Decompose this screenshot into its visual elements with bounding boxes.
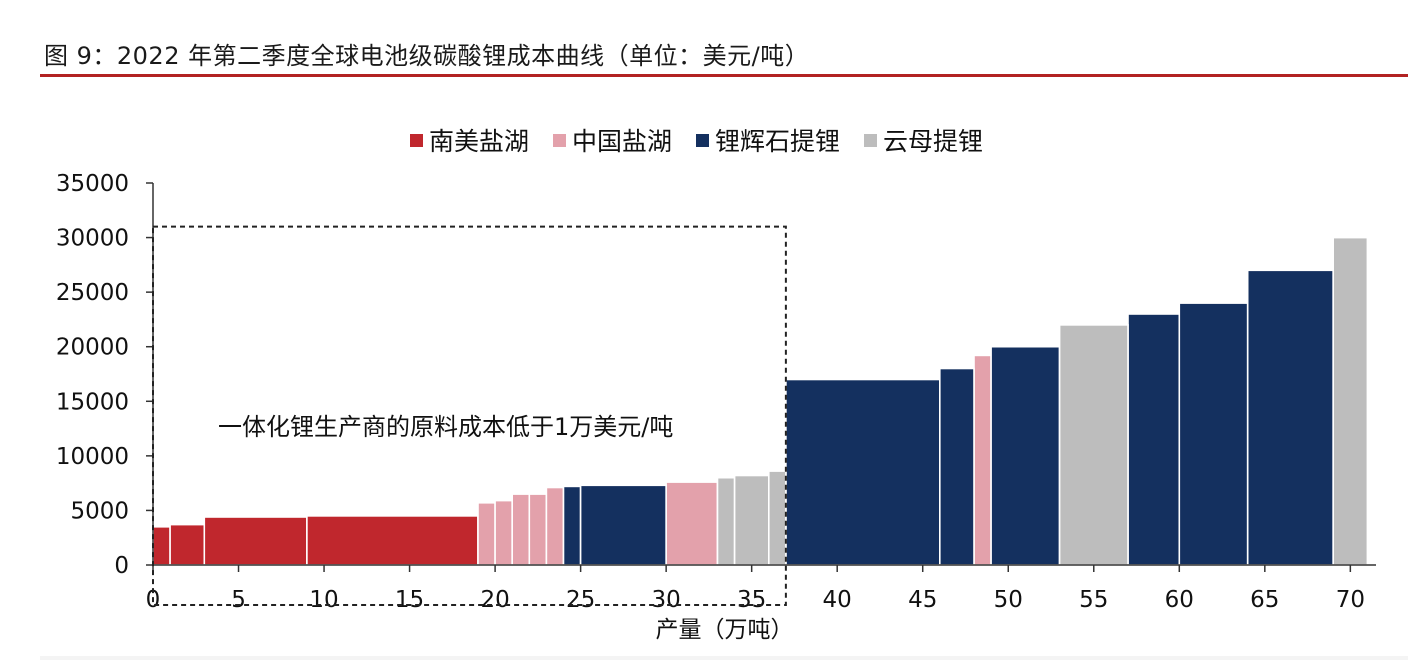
x-tick-label: 25 [566,587,595,613]
x-tick-label: 60 [1165,587,1194,613]
chart-bar [203,516,308,566]
x-tick-label: 10 [309,587,338,613]
title-divider [40,74,1408,77]
x-tick-label: 5 [231,587,246,613]
chart-bar [562,485,582,566]
y-tick-label: 5000 [70,498,129,524]
x-tick-label: 20 [480,587,509,613]
x-tick-label: 70 [1336,587,1365,613]
chart-bar [733,474,770,566]
x-tick-label: 50 [994,587,1023,613]
chart-bar [1178,302,1249,566]
chart-bar [716,476,736,566]
legend-item: 南美盐湖 [410,122,529,158]
chart-bar [306,515,479,566]
chart-annotation: 一体化锂生产商的原料成本低于1万美元/吨 [218,413,673,441]
legend-swatch [553,133,567,147]
legend-label: 云母提锂 [883,127,984,156]
x-tick-label: 30 [652,587,681,613]
legend-swatch [696,133,710,147]
legend-swatch [410,133,423,147]
chart-bar [579,484,667,566]
x-tick-label: 65 [1250,587,1279,613]
bottom-divider [40,656,1408,660]
chart-bar [1127,313,1181,566]
chart-bar [973,354,992,566]
x-tick-label: 40 [823,587,852,613]
chart-bar [545,486,565,566]
legend-item: 云母提锂 [864,122,983,158]
y-tick-label: 25000 [56,280,129,306]
legend-swatch [864,133,878,147]
chart-bar [1332,236,1369,566]
chart-bar [152,525,171,566]
chart-legend: 南美盐湖 中国盐湖 锂辉石提锂 云母提锂 [410,122,983,158]
y-tick-label: 0 [114,553,129,579]
chart-bar [1246,269,1334,566]
y-tick-label: 15000 [56,389,129,415]
chart-bar [938,367,975,566]
chart-bar [528,493,548,566]
y-tick-label: 35000 [56,171,129,197]
legend-item: 中国盐湖 [553,122,672,158]
legend-label: 锂辉石提锂 [715,127,841,156]
x-tick-label: 55 [1079,587,1108,613]
legend-label: 南美盐湖 [429,127,530,156]
chart-bar [665,481,719,566]
chart-bar [494,499,514,566]
chart-bar [767,470,787,566]
chart-bar [477,501,496,566]
y-tick-label: 10000 [56,444,129,470]
y-tick-label: 20000 [56,335,129,361]
chart-bar [169,523,206,566]
x-tick-label: 45 [908,587,937,613]
x-axis-label: 产量（万吨） [656,617,794,643]
x-tick-label: 15 [395,587,424,613]
chart-bar [511,493,531,566]
chart-bar [785,378,941,566]
highlight-region-box [152,225,787,607]
legend-item: 锂辉石提锂 [696,122,840,158]
chart-bar [1058,324,1129,566]
legend-label: 中国盐湖 [572,127,673,156]
figure-title: 图 9：2022 年第二季度全球电池级碳酸锂成本曲线（单位：美元/吨） [44,42,810,70]
chart-bar [990,345,1061,566]
y-tick-label: 30000 [56,226,129,252]
x-tick-label: 35 [737,587,766,613]
